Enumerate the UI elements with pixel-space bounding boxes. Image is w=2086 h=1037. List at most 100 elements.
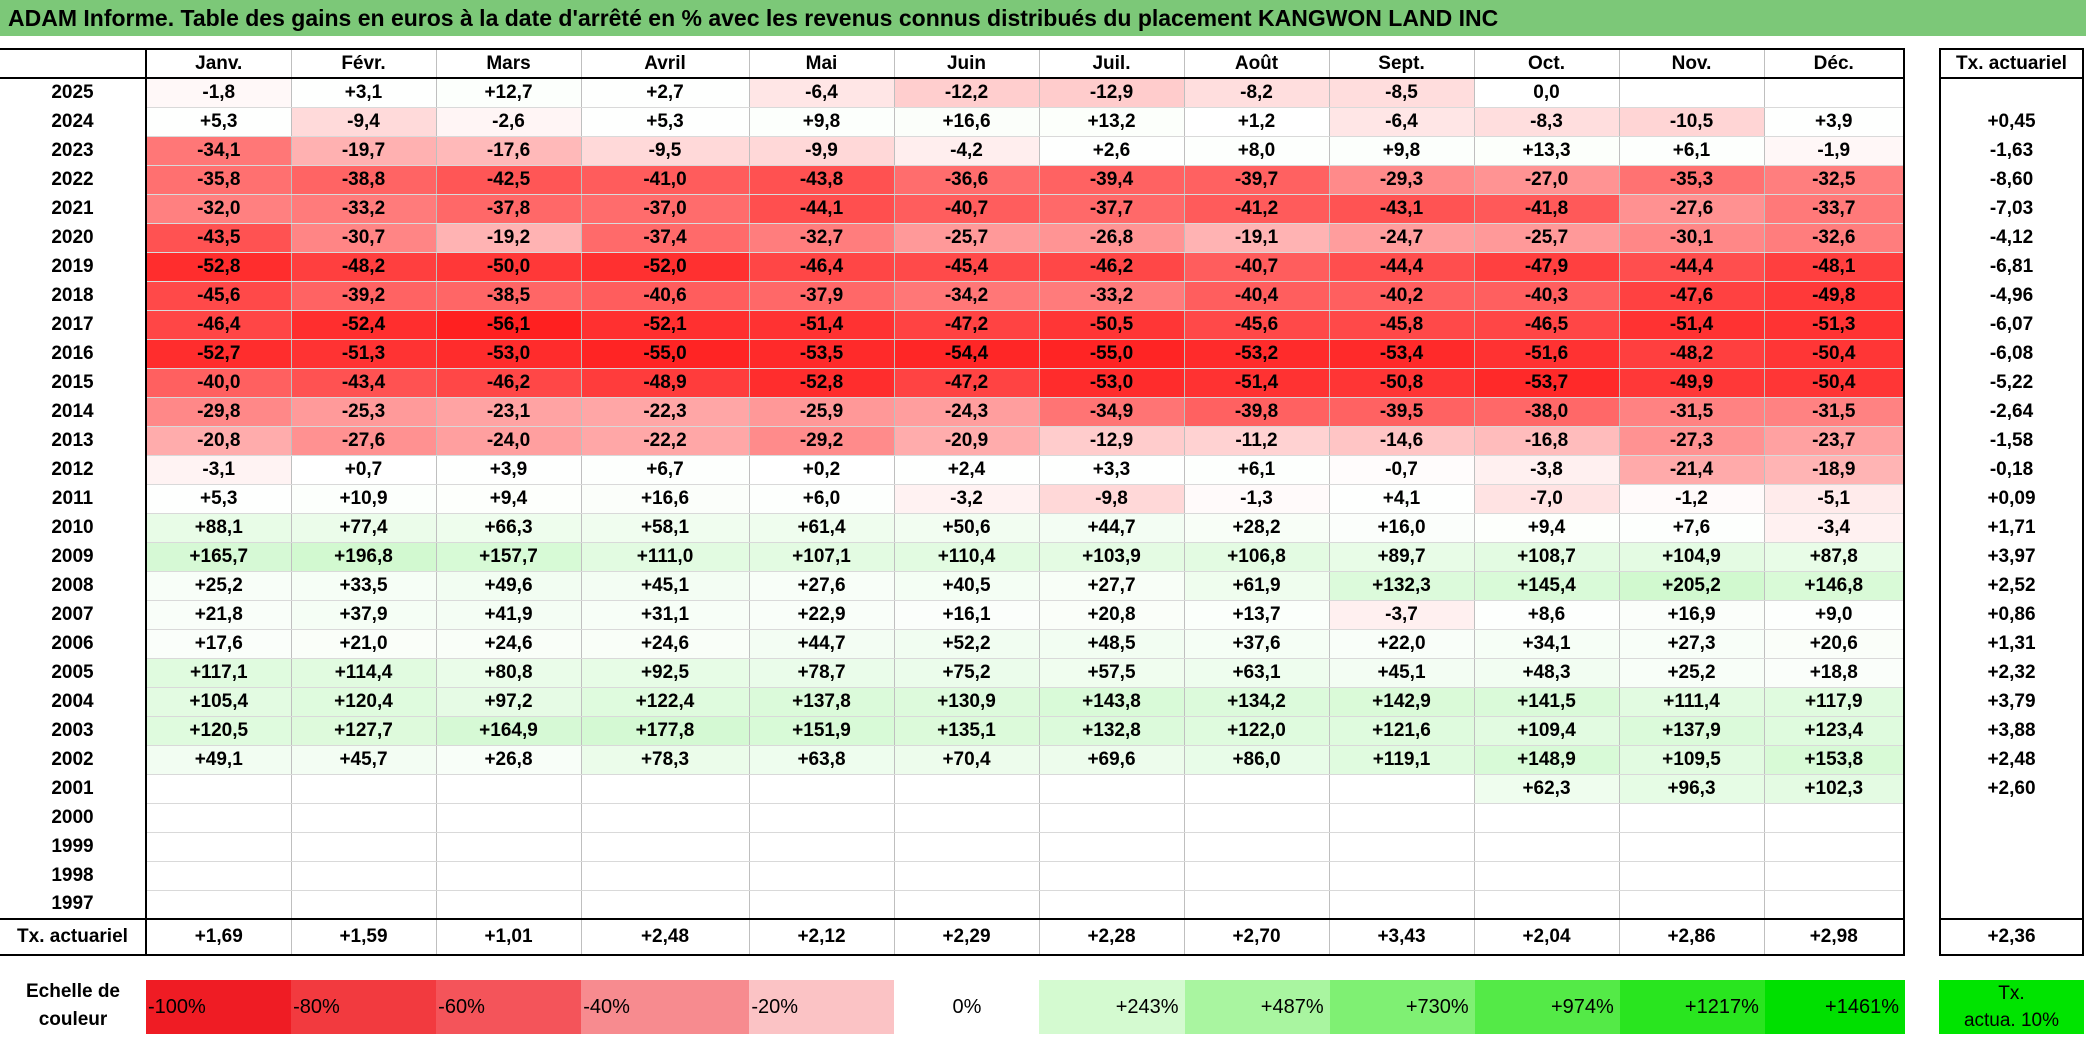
gain-cell: +123,4 [1763, 716, 1905, 746]
gain-cell: -34,2 [893, 281, 1039, 311]
gain-cell: +70,4 [893, 745, 1039, 775]
gain-cell: -8,5 [1328, 78, 1474, 108]
gain-cell: -1,3 [1183, 484, 1329, 514]
gain-cell: -50,4 [1763, 339, 1905, 369]
gain-cell: +120,5 [145, 716, 291, 746]
gain-cell: -22,3 [580, 397, 749, 427]
side-row: +0,86 [1939, 600, 2084, 629]
table-row: 2006 +17,6 +21,0 +24,6 +24,6 +44,7 +52,2 +48,5 +… [0, 629, 1905, 659]
gain-cell: +78,3 [580, 745, 749, 775]
color-scale-swatch: -100% [146, 980, 292, 1034]
gain-cell: +142,9 [1328, 687, 1474, 717]
actuarial-rate-cell: -6,07 [1939, 310, 2084, 339]
year-label: 2004 [51, 690, 94, 712]
gain-cell: +141,5 [1473, 687, 1619, 717]
gain-cell: +102,3 [1763, 774, 1905, 804]
color-scale: -100% -80% -60% -40% -20% 0% +243% +487% +730% +9… [146, 980, 1905, 1034]
side-row: -2,64 [1939, 397, 2084, 426]
gain-cell: +9,4 [1473, 513, 1619, 543]
gain-cell: -25,3 [290, 397, 436, 427]
gain-cell: -11,2 [1183, 426, 1329, 456]
gain-cell [580, 774, 749, 804]
gain-cell: +157,7 [435, 542, 581, 572]
gain-cell: -2,6 [435, 107, 581, 137]
gain-cell: +33,5 [290, 571, 436, 601]
year-label: 2022 [51, 168, 94, 190]
gain-cell: +52,2 [893, 629, 1039, 659]
gain-cell: +145,4 [1473, 571, 1619, 601]
gain-cell: -20,8 [145, 426, 291, 456]
gain-cell [145, 890, 291, 920]
year-label: 2023 [51, 139, 94, 161]
gain-cell [1328, 890, 1474, 920]
footer-row: Tx. actuariel +1,69 +1,59 +1,01 +2,48 +2,12 +2… [0, 918, 1905, 956]
gain-cell: -24,7 [1328, 223, 1474, 253]
gain-cell: -20,9 [893, 426, 1039, 456]
table-row: 1999 [0, 832, 1905, 862]
gain-cell: -37,9 [748, 281, 894, 311]
year-label: 2019 [51, 255, 94, 277]
gain-cell: +105,4 [145, 687, 291, 717]
year-label: 2018 [51, 284, 94, 306]
gains-table: Janv. Févr. Mars Avril Mai Juin Juil. Août Sept.… [0, 48, 1905, 956]
gain-cell: +27,3 [1618, 629, 1764, 659]
gain-cell: -51,4 [748, 310, 894, 340]
gain-cell: +27,6 [748, 571, 894, 601]
side-row: +2,48 [1939, 745, 2084, 774]
year-label: 2012 [51, 458, 94, 480]
gain-cell [1473, 832, 1619, 862]
footer-rate-cell: +2,28 [1038, 918, 1184, 956]
gain-cell: +109,4 [1473, 716, 1619, 746]
gain-cell [1763, 890, 1905, 920]
gain-cell: -48,2 [290, 252, 436, 282]
color-scale-swatch: -20% [749, 980, 895, 1034]
gain-cell: -16,8 [1473, 426, 1619, 456]
gain-cell: -27,6 [1618, 194, 1764, 224]
side-row: +2,52 [1939, 571, 2084, 600]
gain-cell: +110,4 [893, 542, 1039, 572]
gain-cell: -3,1 [145, 455, 291, 485]
table-row: 2025 -1,8 +3,1 +12,7 +2,7 -6,4 -12,2 -12,9 -8,2-… [0, 78, 1905, 108]
gain-cell: +88,1 [145, 513, 291, 543]
color-scale-swatch: +487% [1184, 980, 1330, 1034]
gain-cell: -38,5 [435, 281, 581, 311]
table-row: 2023 -34,1 -19,7 -17,6 -9,5 -9,9 -4,2 +2,6 +8,0 +… [0, 136, 1905, 166]
gain-cell: -43,4 [290, 368, 436, 398]
gain-cell: +177,8 [580, 716, 749, 746]
gain-cell: +0,2 [748, 455, 894, 485]
gain-cell: +8,0 [1183, 136, 1329, 166]
gain-cell: -46,2 [435, 368, 581, 398]
gain-cell [748, 890, 894, 920]
gain-cell: -30,1 [1618, 223, 1764, 253]
month-header: Mars [435, 48, 581, 79]
gain-cell: +87,8 [1763, 542, 1905, 572]
month-header: Sept. [1328, 48, 1474, 79]
gain-cell [435, 832, 581, 862]
gain-cell: -45,8 [1328, 310, 1474, 340]
gain-cell: +62,3 [1473, 774, 1619, 804]
gain-cell: -24,3 [893, 397, 1039, 427]
gain-cell: +97,2 [435, 687, 581, 717]
gain-cell [1183, 803, 1329, 833]
gain-cell: -1,2 [1618, 484, 1764, 514]
gain-cell: -29,2 [748, 426, 894, 456]
month-header: Juil. [1038, 48, 1184, 79]
gain-cell: -54,4 [893, 339, 1039, 369]
gain-cell [1328, 774, 1474, 804]
table-row: 2010 +88,1 +77,4 +66,3 +58,1 +61,4 +50,6 +44,7 +… [0, 513, 1905, 543]
gain-cell: +21,8 [145, 600, 291, 630]
year-label: 1999 [51, 835, 94, 857]
gain-cell: -40,6 [580, 281, 749, 311]
gain-cell [1763, 861, 1905, 891]
gain-cell: +164,9 [435, 716, 581, 746]
gain-cell [580, 890, 749, 920]
gain-cell: -39,2 [290, 281, 436, 311]
gain-cell: +6,7 [580, 455, 749, 485]
gain-cell: +92,5 [580, 658, 749, 688]
gain-cell: -48,2 [1618, 339, 1764, 369]
gain-cell: -41,8 [1473, 194, 1619, 224]
gain-cell: -29,3 [1328, 165, 1474, 195]
gain-cell: +16,6 [893, 107, 1039, 137]
gain-cell: +16,0 [1328, 513, 1474, 543]
gain-cell: +9,8 [1328, 136, 1474, 166]
